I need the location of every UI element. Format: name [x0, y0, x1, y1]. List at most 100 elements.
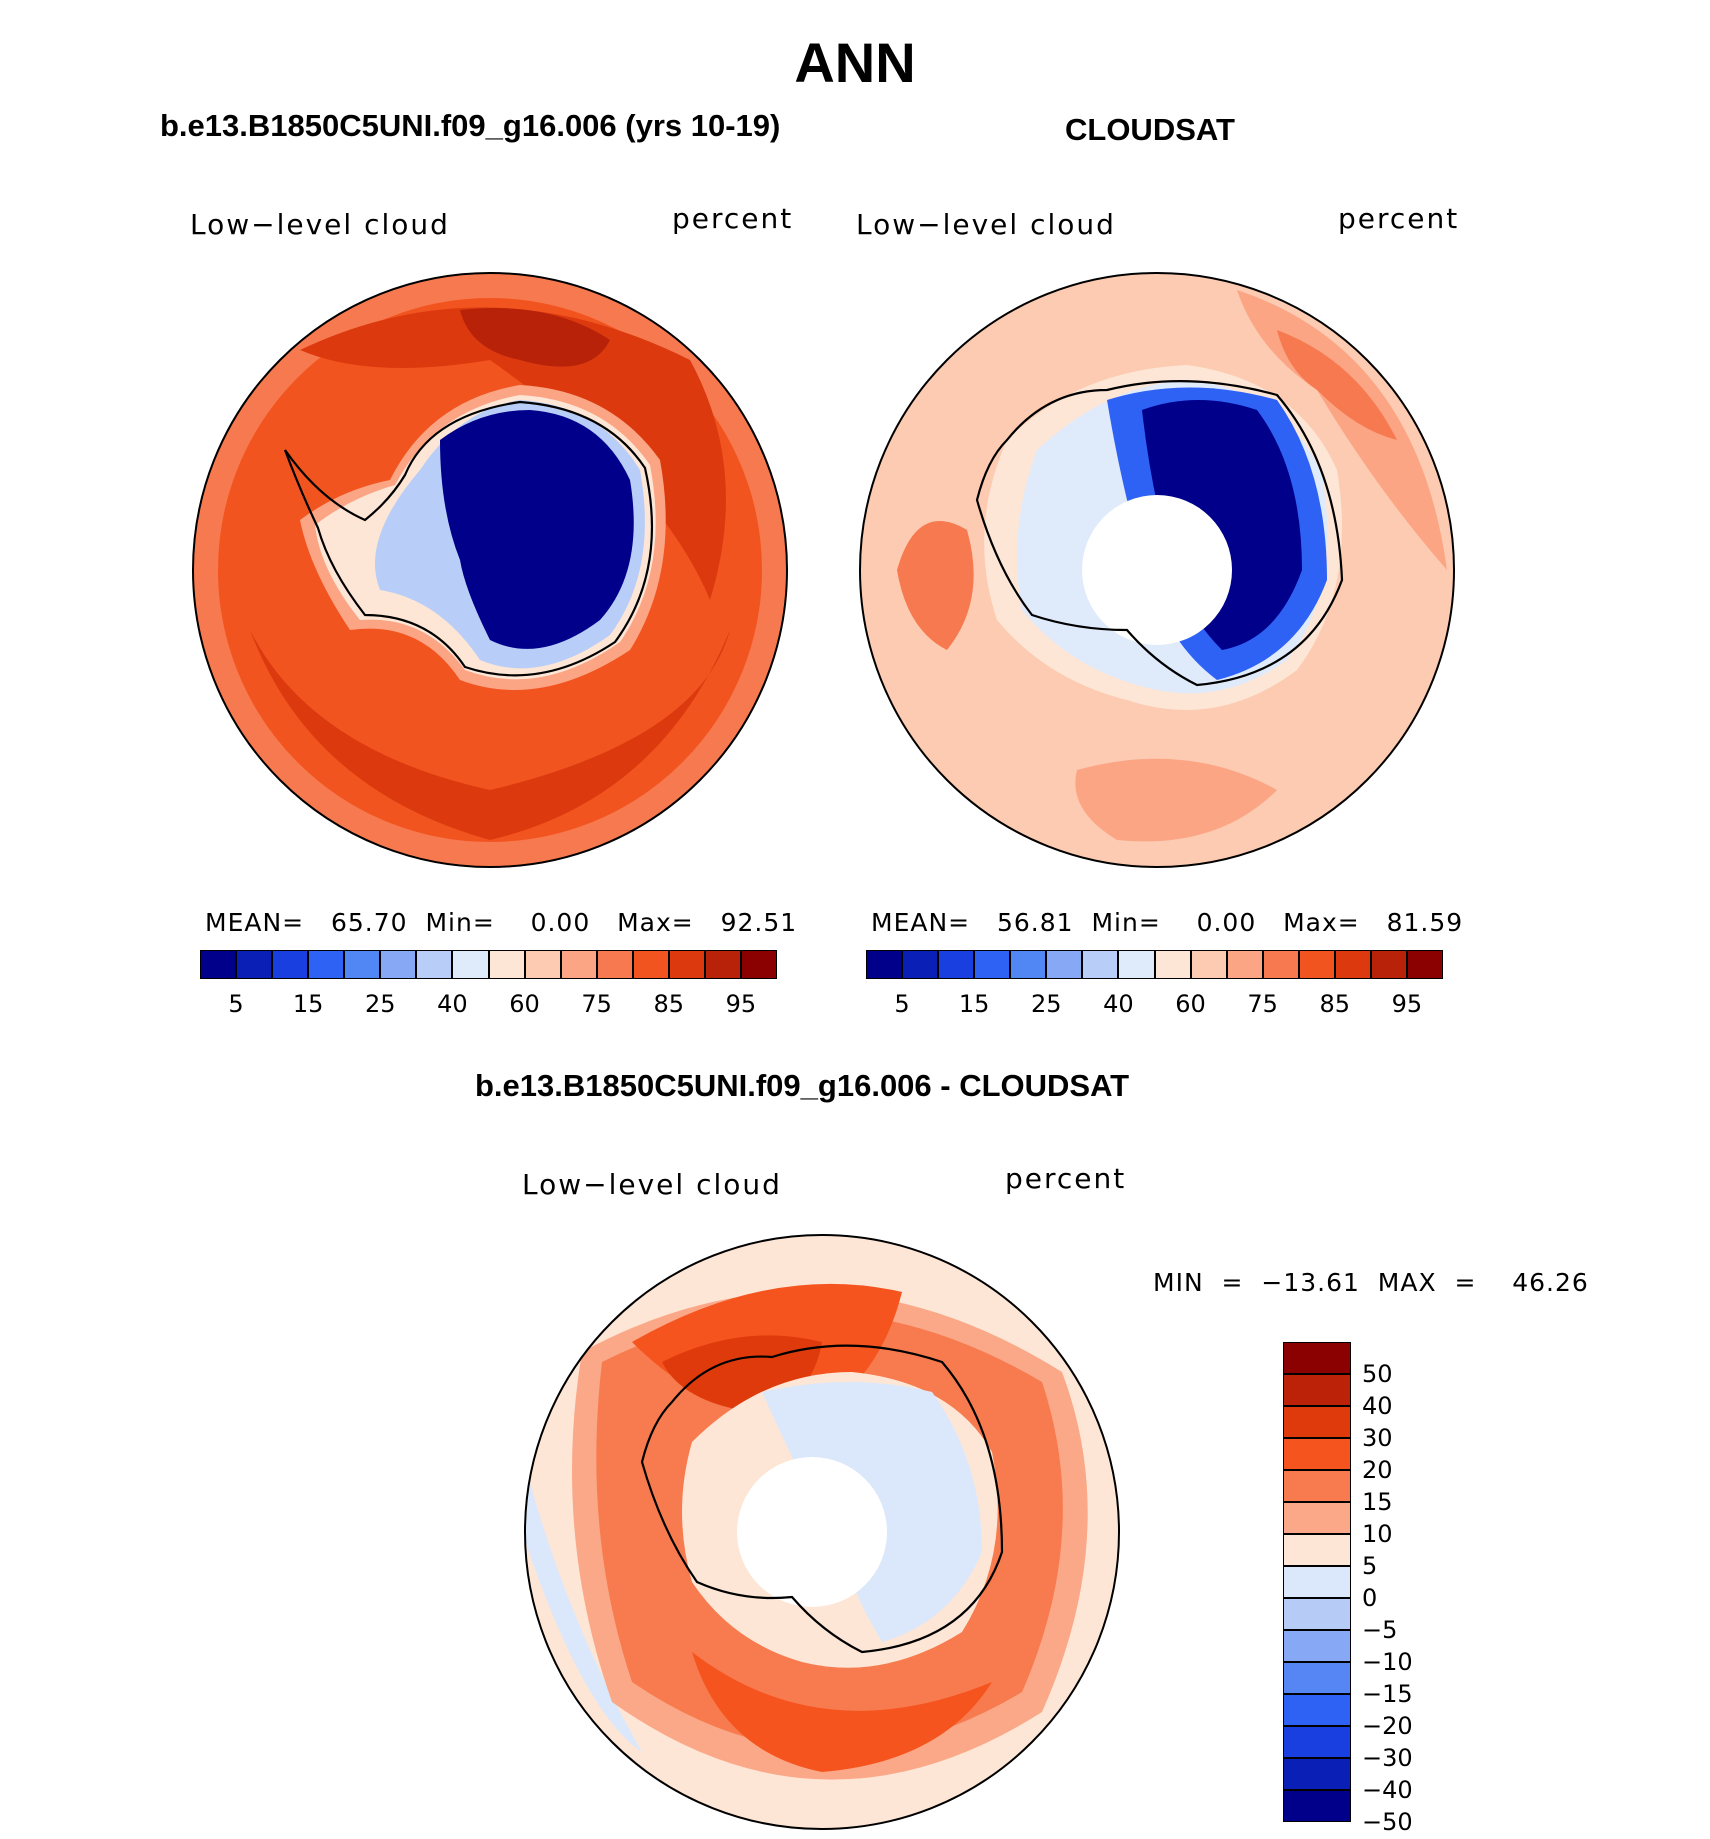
- colorbar-tick-label: 40: [437, 990, 468, 1018]
- map-dark-patch: [460, 308, 610, 367]
- obs-max-value: 81.59: [1386, 908, 1464, 937]
- colorbar-tick-label: 5: [894, 990, 910, 1018]
- obs-max-label: Max=: [1283, 908, 1360, 937]
- map-pole-hole: [737, 1457, 887, 1607]
- map-patch: [1277, 330, 1397, 440]
- colorbar-box: [1283, 1758, 1351, 1790]
- colorbar-tick-label: 95: [725, 990, 757, 1018]
- map-dark-band: [300, 307, 726, 600]
- model-mean-value: 65.70: [330, 908, 408, 937]
- obs-polar-map: [859, 272, 1455, 868]
- colorbar-tick-label: 0: [1362, 1584, 1378, 1612]
- colorbar-box: [1154, 950, 1191, 979]
- colorbar-box: [1298, 950, 1335, 979]
- obs-min-value: 0.00: [1196, 908, 1257, 937]
- diff-variable-label: Low−level cloud: [522, 1168, 782, 1201]
- diff-colorbar: [1283, 1342, 1351, 1822]
- colorbar-box: [902, 950, 939, 979]
- colorbar-tick-label: −40: [1362, 1776, 1413, 1804]
- main-title: ANN: [794, 31, 916, 94]
- colorbar-box: [1283, 1502, 1351, 1534]
- obs-panel-title: CLOUDSAT: [1065, 112, 1235, 147]
- diff-colorbar-ticks: 50 40 30 20 15 10 5 0 −5 −10 −15 −20 −30 −40 −50: [1362, 1342, 1442, 1836]
- colorbar-tick-label: 15: [292, 990, 324, 1018]
- colorbar-box: [416, 950, 453, 979]
- diff-panel-title: b.e13.B1850C5UNI.f09_g16.006 - CLOUDSAT: [475, 1068, 1130, 1103]
- colorbar-box: [1010, 950, 1047, 979]
- model-max-label: Max=: [617, 908, 694, 937]
- colorbar-box: [272, 950, 309, 979]
- colorbar-box: [560, 950, 597, 979]
- colorbar-box: [236, 950, 273, 979]
- map-dark-band: [250, 630, 730, 840]
- model-units-label: percent: [672, 202, 794, 235]
- colorbar-tick-label: 95: [1391, 990, 1423, 1018]
- obs-min-label: Min=: [1091, 908, 1161, 937]
- colorbar-tick-label: 60: [1175, 990, 1206, 1018]
- model-max-value: 92.51: [720, 908, 798, 937]
- colorbar-box: [1283, 1534, 1351, 1566]
- map-ice-core: [440, 410, 634, 649]
- coastline: [640, 1344, 1004, 1654]
- colorbar-box: [1283, 1694, 1351, 1726]
- colorbar-tick-label: 40: [1362, 1392, 1393, 1420]
- colorbar-tick-label: 10: [1362, 1520, 1393, 1548]
- model-colorbar-ticks: 5 15 25 40 60 75 85 95: [200, 990, 777, 1020]
- diff-polar-map: [524, 1234, 1120, 1830]
- colorbar-tick-label: 75: [1247, 990, 1278, 1018]
- model-panel-title: b.e13.B1850C5UNI.f09_g16.006 (yrs 10-19): [160, 108, 781, 143]
- colorbar-tick-label: 25: [365, 990, 396, 1018]
- colorbar-box: [344, 950, 381, 979]
- colorbar-box: [740, 950, 777, 979]
- colorbar-box: [938, 950, 975, 979]
- colorbar-tick-label: 40: [1103, 990, 1134, 1018]
- colorbar-box: [704, 950, 741, 979]
- colorbar-tick-label: −20: [1362, 1712, 1413, 1740]
- colorbar-box: [866, 950, 903, 979]
- diff-stats: MIN = −13.61 MAX = 46.26: [1153, 1268, 1589, 1297]
- colorbar-box: [1262, 950, 1299, 979]
- map-patch: [1075, 758, 1277, 842]
- obs-colorbar-ticks: 5 15 25 40 60 75 85 95: [866, 990, 1443, 1020]
- colorbar-box: [668, 950, 705, 979]
- colorbar-box: [488, 950, 525, 979]
- obs-mean-value: 56.81: [996, 908, 1074, 937]
- model-variable-label: Low−level cloud: [190, 208, 450, 241]
- model-mean-label: MEAN=: [205, 908, 305, 937]
- obs-variable-label: Low−level cloud: [856, 208, 1116, 241]
- colorbar-box: [452, 950, 489, 979]
- colorbar-tick-label: −5: [1362, 1616, 1398, 1644]
- colorbar-box: [1406, 950, 1443, 979]
- colorbar-tick-label: 15: [1362, 1488, 1393, 1516]
- map-patch: [897, 521, 974, 650]
- colorbar-box: [1283, 1342, 1351, 1374]
- colorbar-box: [1283, 1406, 1351, 1438]
- obs-mean-label: MEAN=: [871, 908, 971, 937]
- colorbar-tick-label: −10: [1362, 1648, 1413, 1676]
- colorbar-box: [1370, 950, 1407, 979]
- colorbar-tick-label: 25: [1031, 990, 1062, 1018]
- colorbar-box: [1334, 950, 1371, 979]
- colorbar-tick-label: 50: [1362, 1360, 1393, 1388]
- colorbar-tick-label: 5: [228, 990, 244, 1018]
- colorbar-box: [1190, 950, 1227, 979]
- colorbar-tick-label: 60: [509, 990, 540, 1018]
- diff-units-label: percent: [1005, 1162, 1127, 1195]
- model-stats: MEAN= 65.70 Min= 0.00 Max= 92.51: [205, 908, 797, 937]
- colorbar-box: [200, 950, 237, 979]
- colorbar-tick-label: 5: [1362, 1552, 1378, 1580]
- colorbar-tick-label: −15: [1362, 1680, 1413, 1708]
- colorbar-tick-label: 20: [1362, 1456, 1393, 1484]
- colorbar-tick-label: 75: [581, 990, 612, 1018]
- colorbar-box: [1226, 950, 1263, 979]
- model-colorbar: [200, 950, 777, 979]
- colorbar-box: [1283, 1374, 1351, 1406]
- colorbar-box: [1283, 1598, 1351, 1630]
- colorbar-box: [596, 950, 633, 979]
- colorbar-box: [1283, 1726, 1351, 1758]
- colorbar-box: [1283, 1470, 1351, 1502]
- map-strong-patch: [692, 1652, 992, 1772]
- colorbar-box: [1283, 1630, 1351, 1662]
- colorbar-tick-label: 30: [1362, 1424, 1393, 1452]
- obs-stats: MEAN= 56.81 Min= 0.00 Max= 81.59: [871, 908, 1463, 937]
